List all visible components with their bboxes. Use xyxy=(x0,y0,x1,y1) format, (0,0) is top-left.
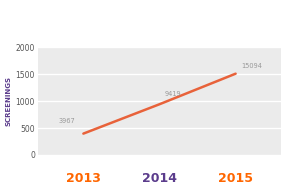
Text: 2015: 2015 xyxy=(218,172,253,185)
Y-axis label: SCREENINGS: SCREENINGS xyxy=(6,76,11,126)
Text: 9419: 9419 xyxy=(165,91,182,97)
Text: 3967: 3967 xyxy=(58,118,75,123)
Text: 2014: 2014 xyxy=(142,172,177,185)
Text: 2013: 2013 xyxy=(66,172,101,185)
Text: 15094: 15094 xyxy=(241,63,262,69)
Text: Behavioral Health Screening of Children 4 and Older in
Pediatric Primary Care: M: Behavioral Health Screening of Children … xyxy=(26,10,264,31)
